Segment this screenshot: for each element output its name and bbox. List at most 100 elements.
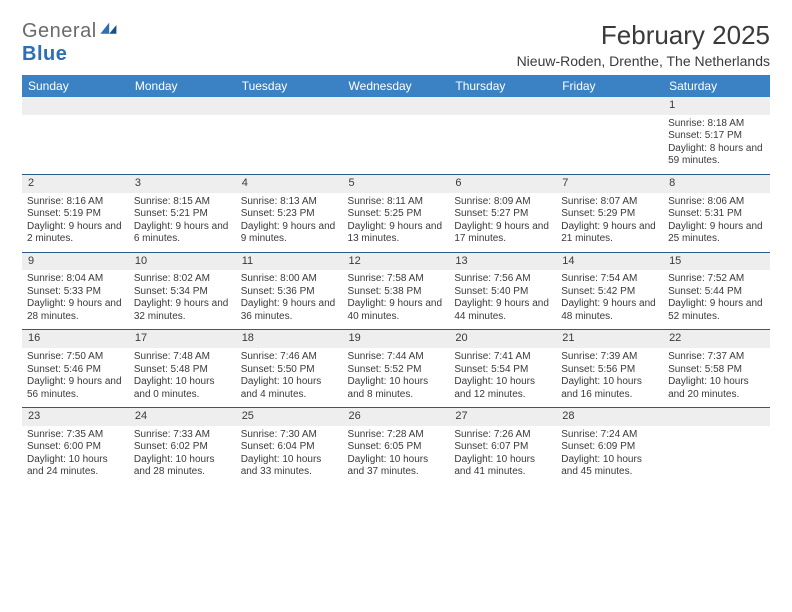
- day-number-cell: 1: [663, 97, 770, 115]
- daynum-row: 9101112131415: [22, 252, 770, 270]
- detail-row: Sunrise: 7:35 AMSunset: 6:00 PMDaylight:…: [22, 426, 770, 485]
- sunset-text: Sunset: 5:23 PM: [241, 208, 338, 221]
- day-number-cell: 12: [343, 252, 450, 270]
- sunset-text: Sunset: 5:31 PM: [668, 208, 765, 221]
- day-detail-cell: Sunrise: 7:24 AMSunset: 6:09 PMDaylight:…: [556, 426, 663, 485]
- day-number-cell: 10: [129, 252, 236, 270]
- sunrise-text: Sunrise: 8:06 AM: [668, 196, 765, 209]
- daylight-text: Daylight: 9 hours and 44 minutes.: [454, 298, 551, 323]
- sunrise-text: Sunrise: 7:41 AM: [454, 351, 551, 364]
- sunrise-text: Sunrise: 7:39 AM: [561, 351, 658, 364]
- day-number-cell: 22: [663, 330, 770, 348]
- day-detail-cell: Sunrise: 8:07 AMSunset: 5:29 PMDaylight:…: [556, 193, 663, 253]
- daylight-text: Daylight: 10 hours and 8 minutes.: [348, 376, 445, 401]
- daylight-text: Daylight: 10 hours and 16 minutes.: [561, 376, 658, 401]
- weekday-header: Tuesday: [236, 75, 343, 97]
- sunrise-text: Sunrise: 7:28 AM: [348, 429, 445, 442]
- daylight-text: Daylight: 9 hours and 25 minutes.: [668, 221, 765, 246]
- sunset-text: Sunset: 5:34 PM: [134, 286, 231, 299]
- daylight-text: Daylight: 9 hours and 6 minutes.: [134, 221, 231, 246]
- daylight-text: Daylight: 9 hours and 21 minutes.: [561, 221, 658, 246]
- daylight-text: Daylight: 10 hours and 28 minutes.: [134, 454, 231, 479]
- sunrise-text: Sunrise: 8:00 AM: [241, 273, 338, 286]
- day-detail-cell: Sunrise: 8:18 AMSunset: 5:17 PMDaylight:…: [663, 115, 770, 175]
- sunrise-text: Sunrise: 8:09 AM: [454, 196, 551, 209]
- day-detail-cell: [556, 115, 663, 175]
- day-number-cell: [343, 97, 450, 115]
- daylight-text: Daylight: 10 hours and 45 minutes.: [561, 454, 658, 479]
- sunrise-text: Sunrise: 8:13 AM: [241, 196, 338, 209]
- day-detail-cell: Sunrise: 7:41 AMSunset: 5:54 PMDaylight:…: [449, 348, 556, 408]
- daylight-text: Daylight: 9 hours and 40 minutes.: [348, 298, 445, 323]
- day-detail-cell: Sunrise: 7:44 AMSunset: 5:52 PMDaylight:…: [343, 348, 450, 408]
- day-detail-cell: Sunrise: 7:54 AMSunset: 5:42 PMDaylight:…: [556, 270, 663, 330]
- day-number-cell: [556, 97, 663, 115]
- day-number-cell: 28: [556, 408, 663, 426]
- day-detail-cell: Sunrise: 8:02 AMSunset: 5:34 PMDaylight:…: [129, 270, 236, 330]
- day-number-cell: 11: [236, 252, 343, 270]
- logo-text-blue: Blue: [22, 43, 67, 65]
- day-number-cell: 20: [449, 330, 556, 348]
- day-detail-cell: [129, 115, 236, 175]
- day-detail-cell: [236, 115, 343, 175]
- daylight-text: Daylight: 8 hours and 59 minutes.: [668, 143, 765, 168]
- day-detail-cell: Sunrise: 8:15 AMSunset: 5:21 PMDaylight:…: [129, 193, 236, 253]
- day-detail-cell: Sunrise: 7:37 AMSunset: 5:58 PMDaylight:…: [663, 348, 770, 408]
- sunrise-text: Sunrise: 7:44 AM: [348, 351, 445, 364]
- daylight-text: Daylight: 9 hours and 32 minutes.: [134, 298, 231, 323]
- day-number-cell: 3: [129, 174, 236, 192]
- sunrise-text: Sunrise: 7:52 AM: [668, 273, 765, 286]
- header: GeneralBlue February 2025 Nieuw-Roden, D…: [22, 20, 770, 69]
- sunset-text: Sunset: 5:21 PM: [134, 208, 231, 221]
- sunset-text: Sunset: 6:05 PM: [348, 441, 445, 454]
- daylight-text: Daylight: 10 hours and 24 minutes.: [27, 454, 124, 479]
- sunset-text: Sunset: 5:54 PM: [454, 364, 551, 377]
- day-number-cell: [22, 97, 129, 115]
- day-detail-cell: Sunrise: 7:26 AMSunset: 6:07 PMDaylight:…: [449, 426, 556, 485]
- day-number-cell: 24: [129, 408, 236, 426]
- sunset-text: Sunset: 5:40 PM: [454, 286, 551, 299]
- weekday-header-row: Sunday Monday Tuesday Wednesday Thursday…: [22, 75, 770, 97]
- day-number-cell: 16: [22, 330, 129, 348]
- weekday-header: Monday: [129, 75, 236, 97]
- day-number-cell: 14: [556, 252, 663, 270]
- detail-row: Sunrise: 8:04 AMSunset: 5:33 PMDaylight:…: [22, 270, 770, 330]
- sunset-text: Sunset: 5:52 PM: [348, 364, 445, 377]
- sunset-text: Sunset: 5:48 PM: [134, 364, 231, 377]
- day-number-cell: [236, 97, 343, 115]
- daylight-text: Daylight: 9 hours and 36 minutes.: [241, 298, 338, 323]
- day-detail-cell: Sunrise: 7:33 AMSunset: 6:02 PMDaylight:…: [129, 426, 236, 485]
- detail-row: Sunrise: 7:50 AMSunset: 5:46 PMDaylight:…: [22, 348, 770, 408]
- daylight-text: Daylight: 10 hours and 12 minutes.: [454, 376, 551, 401]
- sunset-text: Sunset: 5:19 PM: [27, 208, 124, 221]
- daylight-text: Daylight: 9 hours and 56 minutes.: [27, 376, 124, 401]
- daylight-text: Daylight: 10 hours and 20 minutes.: [668, 376, 765, 401]
- day-detail-cell: Sunrise: 8:00 AMSunset: 5:36 PMDaylight:…: [236, 270, 343, 330]
- day-detail-cell: [22, 115, 129, 175]
- logo-mark-icon: [99, 20, 121, 38]
- day-detail-cell: Sunrise: 7:35 AMSunset: 6:00 PMDaylight:…: [22, 426, 129, 485]
- sunset-text: Sunset: 6:07 PM: [454, 441, 551, 454]
- title-block: February 2025 Nieuw-Roden, Drenthe, The …: [517, 20, 770, 69]
- day-detail-cell: Sunrise: 8:16 AMSunset: 5:19 PMDaylight:…: [22, 193, 129, 253]
- day-detail-cell: Sunrise: 8:09 AMSunset: 5:27 PMDaylight:…: [449, 193, 556, 253]
- logo: GeneralBlue: [22, 20, 121, 66]
- day-number-cell: 21: [556, 330, 663, 348]
- sunrise-text: Sunrise: 7:35 AM: [27, 429, 124, 442]
- sunset-text: Sunset: 6:00 PM: [27, 441, 124, 454]
- sunrise-text: Sunrise: 7:26 AM: [454, 429, 551, 442]
- page-title: February 2025: [517, 20, 770, 51]
- day-detail-cell: Sunrise: 7:58 AMSunset: 5:38 PMDaylight:…: [343, 270, 450, 330]
- detail-row: Sunrise: 8:18 AMSunset: 5:17 PMDaylight:…: [22, 115, 770, 175]
- sunset-text: Sunset: 5:27 PM: [454, 208, 551, 221]
- daylight-text: Daylight: 9 hours and 9 minutes.: [241, 221, 338, 246]
- sunset-text: Sunset: 6:09 PM: [561, 441, 658, 454]
- sunrise-text: Sunrise: 8:16 AM: [27, 196, 124, 209]
- day-detail-cell: [449, 115, 556, 175]
- day-number-cell: [663, 408, 770, 426]
- daynum-row: 1: [22, 97, 770, 115]
- day-number-cell: 25: [236, 408, 343, 426]
- sunset-text: Sunset: 5:38 PM: [348, 286, 445, 299]
- sunrise-text: Sunrise: 7:54 AM: [561, 273, 658, 286]
- sunrise-text: Sunrise: 8:15 AM: [134, 196, 231, 209]
